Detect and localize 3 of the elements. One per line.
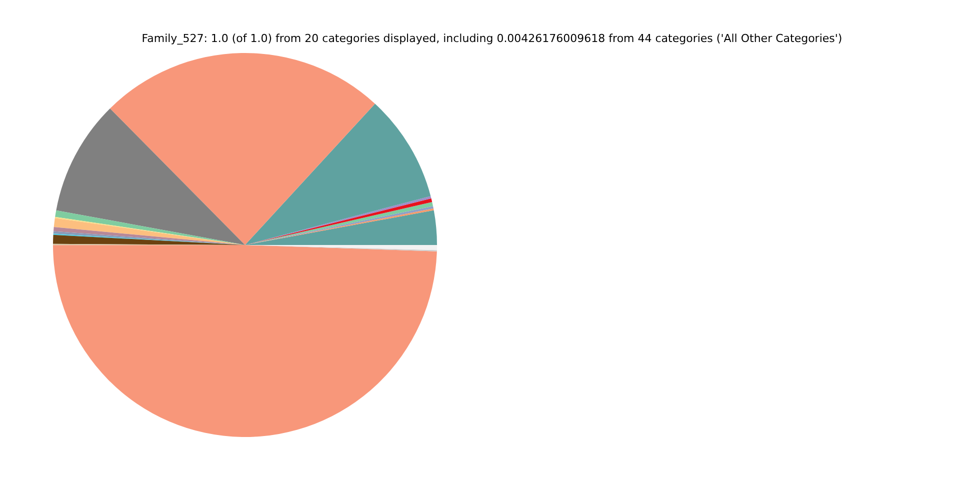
pie-slice: [53, 227, 245, 245]
text: Family_527: 1.0 (of 1.0) from 20 categories displayed, including 0.00426176009618 from 44 categories ('All Other Categories'): [140, 32, 844, 45]
pie-slice: [56, 108, 245, 245]
